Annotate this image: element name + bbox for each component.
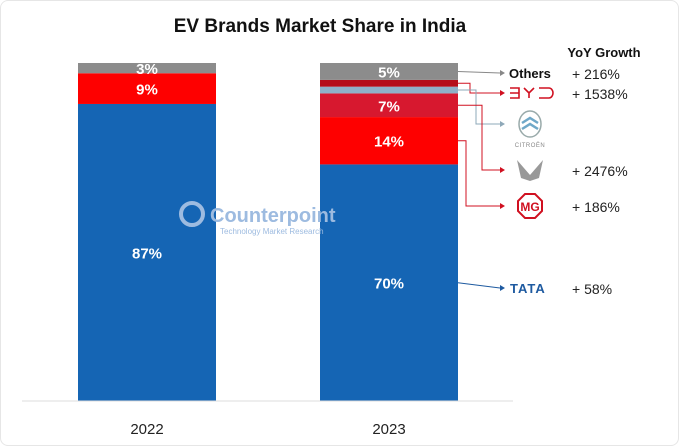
- yoy-growth-value: + 58%: [572, 281, 612, 297]
- legend-entry-byd: + 1538%: [510, 86, 628, 102]
- x-tick-label: 2022: [130, 421, 163, 438]
- legend-entry-citroen: CITROËN: [515, 110, 546, 149]
- mahindra-logo-path: [517, 160, 543, 181]
- arrow-head-icon: [500, 203, 505, 209]
- yoy-growth-value: + 216%: [572, 66, 620, 82]
- data-label: 7%: [378, 98, 400, 115]
- bar-segment-tata-2022: [78, 103, 216, 401]
- byd-logo-icon: [510, 87, 554, 99]
- bar-segment-mg-2023: [320, 117, 458, 165]
- mg-octagon: [517, 193, 543, 219]
- connector-line-mahindra: [458, 104, 500, 171]
- legend-entry-tata: TATA + 58%: [510, 281, 612, 297]
- yoy-growth-value: + 2476%: [572, 163, 628, 179]
- watermark-text: Counterpoint: [210, 205, 336, 227]
- yoy-growth-value: + 186%: [572, 199, 620, 215]
- legend-entry-mg: MG + 186%: [517, 193, 620, 219]
- legend-entry-mahindra: + 2476%: [517, 160, 628, 181]
- bar-segment-others-2022: [78, 63, 216, 74]
- connector-line-tata: [457, 282, 501, 289]
- citroen-logo-text: CITROËN: [515, 142, 546, 149]
- arrow-head-icon: [500, 90, 505, 96]
- data-label: 14%: [374, 134, 404, 151]
- connector-line-byd: [458, 82, 500, 94]
- citroen-logo-icon: CITROËN: [515, 110, 546, 149]
- legend-header: YoY Growth: [567, 45, 640, 60]
- data-label: 70%: [374, 276, 404, 293]
- watermark-logo-icon: [179, 201, 205, 227]
- bar-segment-others-2023: [320, 63, 458, 80]
- bar-segment-tata-2023: [320, 164, 458, 401]
- tata-logo-text: TATA: [510, 281, 546, 296]
- citroen-oval: [518, 110, 542, 138]
- arrow-head-icon: [500, 285, 505, 291]
- legend-brand-label: Others: [509, 66, 551, 81]
- citroen-chevrons: [521, 116, 539, 131]
- byd-logo-path: [510, 87, 554, 99]
- connector-line-citroen: [458, 89, 500, 125]
- bar-segment-citroen-2023: [320, 86, 458, 94]
- yoy-growth-value: + 1538%: [572, 86, 628, 102]
- data-label: 9%: [136, 82, 158, 99]
- data-label: 3%: [136, 61, 158, 78]
- mahindra-logo-icon: [517, 160, 543, 181]
- chart-title: EV Brands Market Share in India: [174, 16, 467, 37]
- connector-line-mg: [458, 140, 500, 207]
- watermark: Counterpoint Technology Market Research: [179, 201, 336, 236]
- bar-segment-byd-2023: [320, 79, 458, 87]
- data-label: 5%: [378, 64, 400, 81]
- data-label: 87%: [132, 245, 162, 262]
- mg-logo-text: MG: [520, 200, 539, 214]
- arrow-head-icon: [500, 167, 505, 173]
- bar-segment-mahindra-2023: [320, 93, 458, 118]
- x-tick-label: 2023: [372, 421, 405, 438]
- legend-entry-others: Others + 216%: [509, 66, 620, 82]
- mg-logo-icon: MG: [517, 193, 543, 219]
- bar-segment-mg-2022: [78, 73, 216, 104]
- arrow-head-icon: [500, 121, 505, 127]
- watermark-tagline: Technology Market Research: [220, 227, 324, 236]
- arrow-head-icon: [500, 70, 505, 76]
- connector-line-others: [457, 70, 501, 74]
